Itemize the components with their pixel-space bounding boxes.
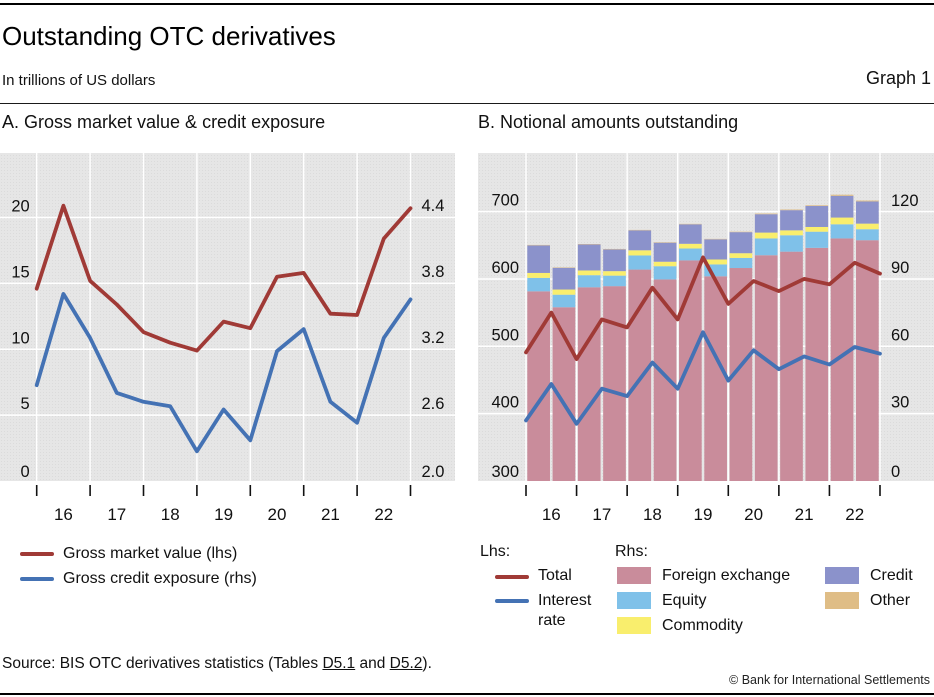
legend-label-foreign-exchange: Foreign exchange bbox=[662, 567, 791, 584]
svg-text:90: 90 bbox=[891, 259, 909, 277]
svg-text:30: 30 bbox=[891, 394, 909, 412]
source-text: Source: BIS OTC derivatives statistics (… bbox=[2, 655, 323, 672]
panel-a-legend: Gross market value (lhs) Gross credit ex… bbox=[20, 541, 257, 591]
rhs-legend-header: Rhs: bbox=[615, 543, 648, 560]
panel-b-legend: Lhs: Rhs: Total Interest rate Foreign ex… bbox=[478, 540, 934, 645]
svg-text:3.2: 3.2 bbox=[422, 329, 445, 347]
svg-text:18: 18 bbox=[161, 505, 180, 524]
svg-text:16: 16 bbox=[54, 505, 73, 524]
svg-text:22: 22 bbox=[845, 505, 864, 524]
svg-text:2.0: 2.0 bbox=[422, 463, 445, 481]
svg-text:17: 17 bbox=[107, 505, 126, 524]
page-title: Outstanding OTC derivatives bbox=[2, 21, 336, 51]
legend-label-commodity: Commodity bbox=[662, 617, 743, 634]
source-link-d5-1[interactable]: D5.1 bbox=[322, 655, 356, 672]
graph-number-label: Graph 1 bbox=[865, 68, 931, 88]
legend-label: Gross market value (lhs) bbox=[63, 544, 238, 562]
red-line-swatch bbox=[495, 575, 529, 579]
svg-text:400: 400 bbox=[491, 394, 519, 412]
legend-label-interest-rate: Interest rate bbox=[538, 592, 592, 629]
svg-text:5: 5 bbox=[21, 395, 30, 413]
source-note: Source: BIS OTC derivatives statistics (… bbox=[2, 655, 432, 673]
svg-text:3.8: 3.8 bbox=[422, 263, 445, 281]
panel-a-chart: 16 17 18 19 20 21 22 0 5 10 15 20 2.0 2.6 3.2 3.8 4.4 bbox=[0, 153, 455, 524]
bottom-border-rule bbox=[0, 693, 934, 695]
equity-swatch bbox=[617, 592, 651, 609]
svg-text:21: 21 bbox=[795, 505, 814, 524]
foreign-exchange-swatch bbox=[617, 567, 651, 584]
source-text: and bbox=[355, 655, 390, 672]
header-divider bbox=[0, 103, 934, 104]
blue-line-swatch bbox=[20, 576, 54, 581]
svg-text:17: 17 bbox=[592, 505, 611, 524]
svg-text:2.6: 2.6 bbox=[422, 395, 445, 413]
other-swatch bbox=[825, 592, 859, 609]
svg-text:4.4: 4.4 bbox=[422, 197, 445, 215]
svg-text:16: 16 bbox=[542, 505, 561, 524]
lhs-legend-header: Lhs: bbox=[480, 543, 511, 560]
svg-text:10: 10 bbox=[11, 329, 29, 347]
svg-text:22: 22 bbox=[374, 505, 393, 524]
svg-text:20: 20 bbox=[744, 505, 763, 524]
svg-text:0: 0 bbox=[21, 463, 30, 481]
svg-text:120: 120 bbox=[891, 192, 919, 210]
svg-text:700: 700 bbox=[491, 192, 519, 210]
source-text: ). bbox=[422, 655, 432, 672]
legend-label-total: Total bbox=[538, 567, 572, 584]
svg-text:20: 20 bbox=[268, 505, 287, 524]
red-line-swatch bbox=[20, 551, 54, 556]
svg-text:0: 0 bbox=[891, 463, 900, 481]
svg-text:500: 500 bbox=[491, 326, 519, 344]
svg-text:300: 300 bbox=[491, 463, 519, 481]
legend-label-equity: Equity bbox=[662, 592, 707, 609]
svg-text:21: 21 bbox=[321, 505, 340, 524]
legend-item-gross-market-value: Gross market value (lhs) bbox=[20, 541, 257, 566]
svg-text:18: 18 bbox=[643, 505, 662, 524]
panel-b-title: B. Notional amounts outstanding bbox=[478, 112, 739, 132]
commodity-swatch bbox=[617, 617, 651, 634]
copyright-notice: © Bank for International Settlements bbox=[729, 673, 930, 687]
credit-swatch bbox=[825, 567, 859, 584]
panel-a-title: A. Gross market value & credit exposure bbox=[2, 112, 326, 132]
legend-label-credit: Credit bbox=[870, 567, 913, 584]
svg-text:20: 20 bbox=[11, 198, 29, 216]
panel-b-chart: 16 17 18 19 20 21 22 300 400 500 600 700 0 30 60 90 120 bbox=[478, 153, 934, 524]
svg-text:15: 15 bbox=[11, 263, 29, 281]
svg-text:60: 60 bbox=[891, 326, 909, 344]
legend-label-other: Other bbox=[870, 592, 911, 609]
legend-label: Gross credit exposure (rhs) bbox=[63, 569, 257, 587]
source-link-d5-2[interactable]: D5.2 bbox=[389, 655, 423, 672]
legend-item-gross-credit-exposure: Gross credit exposure (rhs) bbox=[20, 566, 257, 591]
svg-text:19: 19 bbox=[214, 505, 233, 524]
svg-text:600: 600 bbox=[491, 259, 519, 277]
page-subtitle: In trillions of US dollars bbox=[2, 72, 156, 89]
svg-text:19: 19 bbox=[694, 505, 713, 524]
top-border-rule bbox=[0, 3, 934, 5]
blue-line-swatch bbox=[495, 599, 529, 603]
